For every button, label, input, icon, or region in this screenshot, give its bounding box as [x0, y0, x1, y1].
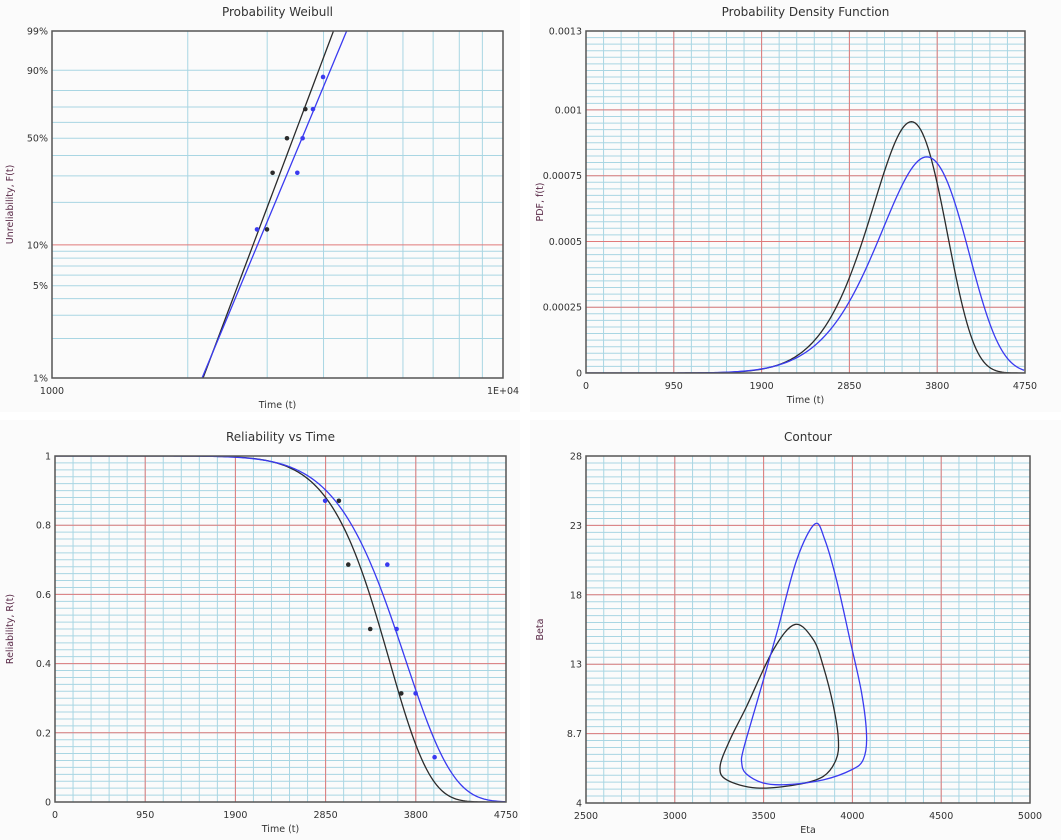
weibull-chart: 1000 1E+04 99% 90% 50% 10% 5% 1% Probability Wei…	[5, 5, 519, 411]
x-axis-label: Time (t)	[786, 395, 824, 406]
y-tick-label: 5%	[33, 281, 48, 292]
series-1-line	[202, 31, 335, 378]
series-1-line	[719, 623, 840, 789]
x-tick-label: 0	[52, 810, 58, 821]
series-1-point	[336, 498, 342, 504]
y-tick-label: 99%	[27, 27, 48, 38]
x-tick-label: 2500	[574, 811, 598, 822]
y-tick-label: 0.00075	[543, 171, 582, 182]
series-2-point	[394, 626, 399, 632]
x-tick-label: 3800	[404, 810, 428, 821]
series-2-point	[295, 170, 300, 176]
contour-panel: 2500 3000 3500 4000 4500 5000 4 8.7 13 18 23 28 Cont…	[530, 420, 1061, 840]
chart-title: Contour	[784, 430, 832, 444]
x-tick-label: 4000	[840, 811, 864, 822]
series-1-point	[284, 135, 290, 141]
plot-frame	[51, 30, 504, 379]
y-tick-label: 0.0013	[549, 27, 582, 38]
reliability-chart: 0 950 1900 2850 3800 4750 0 0.2 0.4 0.6 0.8 1 Reliab…	[5, 430, 518, 835]
y-tick-label: 0.0005	[549, 237, 582, 248]
y-tick-label: 8.7	[567, 729, 582, 740]
series-2-point	[322, 498, 328, 504]
x-tick-label: 4500	[929, 811, 953, 822]
y-tick-label: 18	[570, 590, 582, 601]
series-1-point	[398, 691, 404, 696]
y-tick-label: 0.8	[36, 521, 51, 532]
x-tick-label: 950	[665, 381, 683, 392]
y-axis-label: Reliability, R(t)	[5, 594, 16, 664]
reliability-panel: 0 950 1900 2850 3800 4750 0 0.2 0.4 0.6 0.8 1 Reliab…	[0, 420, 520, 840]
series-2-point	[310, 106, 316, 112]
series-1-point	[303, 106, 308, 112]
x-tick-label: 4750	[494, 810, 518, 821]
series-2-point	[320, 74, 326, 80]
y-tick-label: 0	[576, 369, 582, 380]
series-2-point	[254, 227, 260, 232]
y-tick-label: 0.2	[36, 728, 51, 739]
series-1-line	[586, 121, 1025, 373]
chart-title: Probability Weibull	[222, 5, 333, 19]
series-2-point	[385, 562, 390, 567]
y-tick-label: 28	[570, 452, 582, 463]
pdf-chart: 0 950 1900 2850 3800 4750 0 0.00025 0.0005 0.0007…	[535, 5, 1037, 406]
x-tick-label: 3500	[752, 811, 776, 822]
series-2-line	[740, 522, 868, 786]
series-1-point	[367, 626, 373, 632]
y-tick-label: 10%	[27, 240, 48, 251]
series-1-point	[264, 227, 270, 232]
contour-chart: 2500 3000 3500 4000 4500 5000 4 8.7 13 18 23 28 Cont…	[535, 430, 1042, 836]
weibull-panel: 1000 1E+04 99% 90% 50% 10% 5% 1% Probability Wei…	[0, 0, 520, 412]
x-tick-label: 5000	[1018, 811, 1042, 822]
x-tick-label: 2850	[837, 381, 861, 392]
series-1-point	[345, 562, 351, 567]
x-tick-label: 3000	[663, 811, 687, 822]
y-axis-label: Beta	[535, 619, 546, 641]
y-tick-label: 1%	[33, 374, 48, 385]
y-tick-label: 50%	[27, 134, 48, 145]
x-tick-label: 2850	[314, 810, 338, 821]
y-tick-label: 23	[570, 521, 582, 532]
series-2-point	[432, 754, 437, 760]
series-1-point	[270, 170, 275, 176]
y-tick-label: 4	[576, 799, 582, 810]
plot-frame	[585, 455, 1031, 804]
x-axis-label: Eta	[800, 825, 816, 836]
y-tick-label: 13	[570, 660, 582, 671]
x-tick-label: 1E+04	[487, 386, 519, 397]
y-tick-label: 1	[45, 452, 51, 463]
plot-frame	[585, 30, 1026, 374]
pdf-panel: 0 950 1900 2850 3800 4750 0 0.00025 0.0005 0.0007…	[530, 0, 1061, 412]
y-tick-label: 0	[45, 798, 51, 809]
y-tick-label: 0.00025	[543, 303, 582, 314]
x-tick-label: 1900	[750, 381, 774, 392]
x-tick-label: 1000	[40, 386, 64, 397]
x-tick-label: 1900	[223, 810, 247, 821]
y-axis-label: Unreliability, F(t)	[5, 165, 16, 245]
x-tick-label: 3800	[925, 381, 949, 392]
y-tick-label: 0.001	[555, 105, 582, 116]
y-axis-label: PDF, f(t)	[535, 182, 546, 221]
plot-frame	[54, 455, 507, 803]
x-tick-label: 950	[136, 810, 154, 821]
x-axis-label: Time (t)	[261, 824, 299, 835]
x-axis-label: Time (t)	[258, 400, 296, 411]
y-tick-label: 0.4	[36, 659, 51, 670]
chart-title: Reliability vs Time	[226, 430, 335, 444]
chart-title: Probability Density Function	[722, 5, 890, 19]
x-tick-label: 0	[583, 381, 589, 392]
series-2-point	[300, 135, 305, 141]
y-tick-label: 0.6	[36, 590, 51, 601]
series-2-line	[201, 31, 348, 378]
series-2-point	[413, 691, 418, 696]
x-tick-label: 4750	[1013, 381, 1037, 392]
y-tick-label: 90%	[27, 66, 48, 77]
